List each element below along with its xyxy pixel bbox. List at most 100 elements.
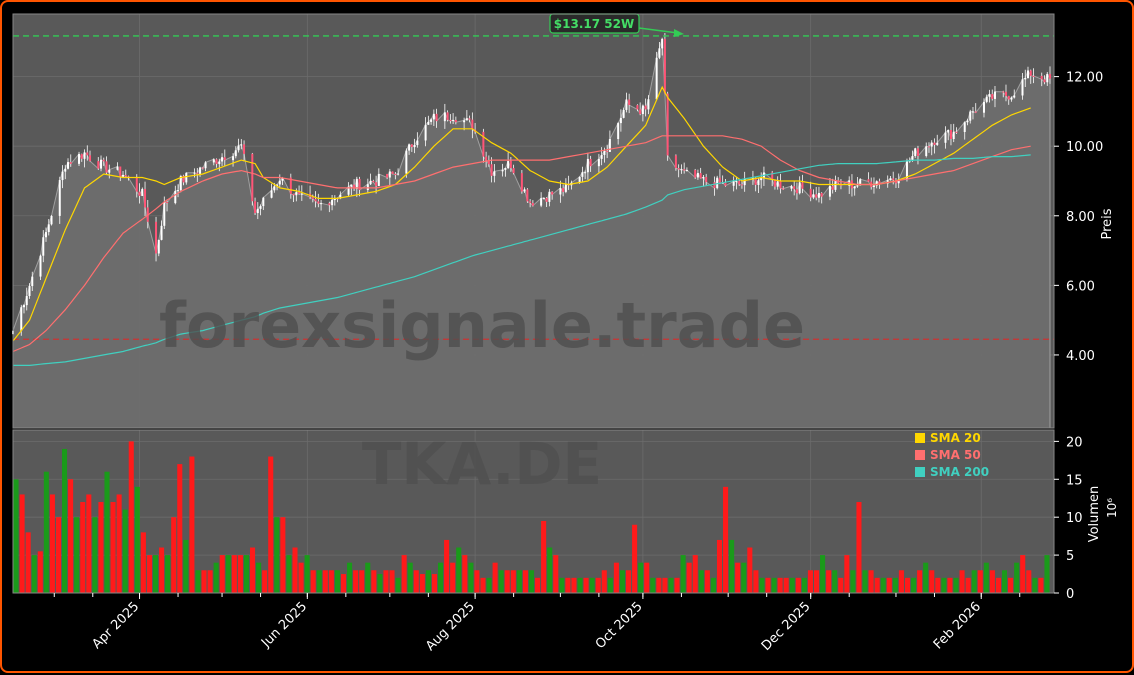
candle-body [639, 109, 642, 115]
volume-bar [644, 562, 650, 593]
candle-body [562, 188, 565, 192]
legend: SMA 20 SMA 50 SMA 200 [915, 431, 989, 479]
candle-body [42, 237, 45, 256]
volume-bar [874, 577, 880, 593]
candle-body [694, 169, 697, 178]
candle-body [358, 178, 361, 190]
candle-body [463, 120, 466, 123]
sma-200-line [13, 154, 1031, 366]
volume-bar [395, 577, 401, 593]
candle-body [988, 94, 991, 97]
sma-50-line [12, 135, 1031, 353]
candle-body [526, 189, 529, 202]
candle-body [507, 161, 510, 169]
volume-bar [243, 555, 250, 593]
candle-body [39, 255, 42, 277]
candle-body [617, 123, 620, 140]
candle-body [391, 171, 394, 174]
volume-bar [577, 577, 583, 593]
volume-bar [237, 555, 243, 593]
candle-body [394, 173, 397, 175]
volume-bar [37, 551, 43, 593]
candle-body [1026, 70, 1029, 79]
volume-bar [171, 517, 177, 593]
volume-bar [989, 570, 995, 593]
candle-body [936, 142, 939, 145]
volume-bar [977, 570, 983, 593]
volume-bar [359, 570, 365, 593]
volume-bar [250, 547, 256, 593]
candle-body [179, 175, 182, 191]
candle-body [243, 144, 246, 154]
volume-bar [753, 570, 759, 593]
volume-bar [692, 555, 698, 593]
candle-body [619, 117, 622, 124]
legend-swatch-sma200 [915, 467, 925, 477]
candle-body [86, 152, 89, 156]
candle-body [276, 184, 279, 187]
candle-body [905, 160, 908, 180]
volume-bar [856, 502, 862, 593]
candle-body [779, 181, 782, 189]
volume-bar [759, 577, 765, 593]
candle-body [677, 168, 680, 170]
candle-body [443, 112, 446, 122]
candle-body [771, 172, 774, 180]
candle-body [408, 144, 411, 151]
volume-bar [340, 574, 347, 593]
candle-body [251, 153, 254, 202]
volume-bar [110, 502, 116, 593]
volume-bar [480, 577, 486, 593]
legend-swatch-sma20 [915, 433, 925, 443]
candle-body [254, 201, 257, 214]
volume-bar [747, 547, 753, 593]
candle-body [1043, 79, 1046, 83]
volume-bar [207, 570, 213, 593]
volume-bar [389, 570, 395, 593]
volume-bar [353, 570, 359, 593]
candle-body [122, 175, 125, 177]
candle-body [144, 188, 147, 208]
candle-body [680, 169, 683, 171]
x-tick-label: Dec 2025 [759, 599, 814, 654]
candle-body [199, 167, 202, 174]
volume-bar [820, 555, 826, 593]
candle-body [993, 91, 996, 99]
volume-y-axis: 0 5 10 15 20 [1054, 435, 1083, 602]
volume-bar [146, 555, 152, 593]
volume-bar [971, 570, 977, 593]
candle-body [452, 119, 455, 122]
candle-body [540, 198, 543, 206]
candle-body [732, 181, 735, 186]
candlesticks [12, 33, 1051, 341]
volume-bar [607, 577, 613, 593]
candle-body [718, 177, 721, 184]
x-tick-label: Feb 2026 [931, 599, 984, 652]
candle-body [405, 150, 408, 174]
candle-body [300, 193, 303, 195]
candle-body [166, 202, 169, 204]
volume-bar [668, 577, 674, 593]
candle-body [658, 48, 661, 58]
candle-body [482, 131, 485, 157]
volume-bar [492, 562, 498, 593]
candle-body [298, 192, 301, 195]
candle-body [259, 206, 262, 209]
candle-body [1010, 97, 1013, 100]
candle-body [644, 105, 647, 110]
candle-body [61, 171, 64, 181]
volume-bar [116, 494, 122, 593]
volume-bar [923, 562, 929, 593]
volume-y-tick-label: 15 [1066, 473, 1083, 488]
candle-body [1021, 79, 1024, 96]
volume-bar [844, 555, 850, 593]
candle-body [955, 131, 958, 133]
candle-body [355, 178, 358, 189]
candle-body [278, 180, 281, 185]
candle-body [897, 179, 900, 184]
volume-bar [383, 570, 389, 593]
volume-bar [868, 570, 874, 593]
candle-body [584, 172, 587, 174]
candle-body [155, 221, 158, 254]
volume-bar [377, 574, 383, 593]
